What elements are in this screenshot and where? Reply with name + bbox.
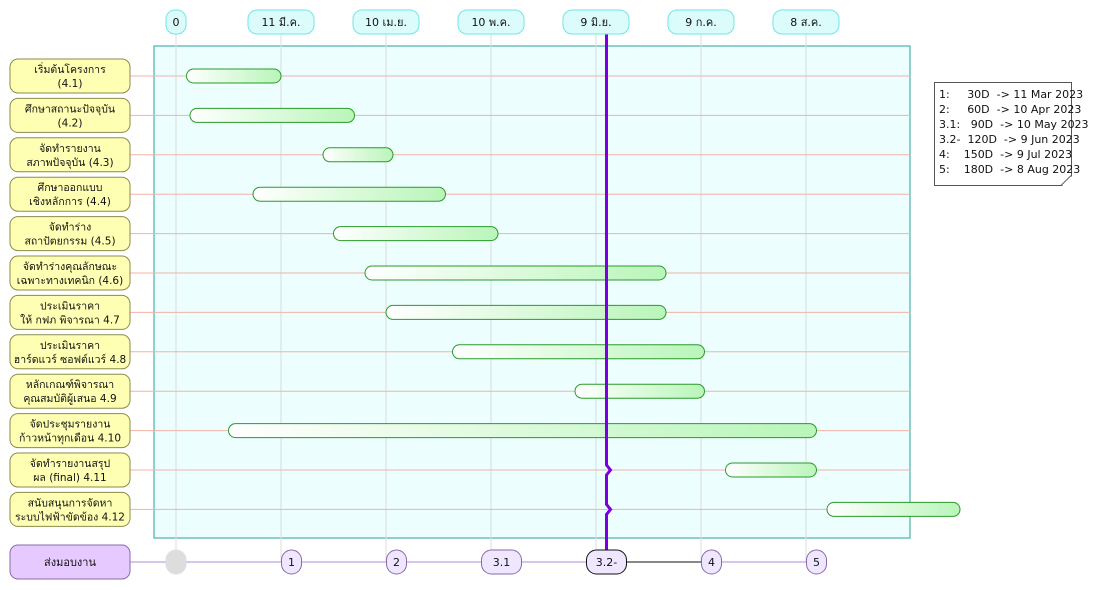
task-bar xyxy=(186,68,282,84)
task-label-line2: (4.2) xyxy=(58,117,83,129)
task-label-line2: สถาปัตยกรรม (4.5) xyxy=(24,236,115,248)
deliverables-label: ส่งมอบงาน xyxy=(44,556,96,569)
task-label-line1: จัดทำร่างคุณลักษณะ xyxy=(23,261,117,273)
task-box xyxy=(9,255,131,291)
milestone-label: 3.2- xyxy=(596,556,617,569)
milestone-pill xyxy=(165,549,187,575)
date-tick-pill xyxy=(247,9,315,35)
date-tick-pill xyxy=(667,9,735,35)
task-label-line1: ประเมินราคา xyxy=(40,300,100,312)
deliverables-box xyxy=(9,544,131,580)
legend-fold-corner xyxy=(1062,176,1072,186)
milestone-pill xyxy=(281,549,302,575)
task-label-line1: เริ่มต้นโครงการ xyxy=(34,62,106,76)
milestone-pill xyxy=(806,549,827,575)
date-tick-pill xyxy=(457,9,525,35)
task-box xyxy=(9,216,131,252)
task-bar xyxy=(826,501,961,517)
legend-box: 1: 30D -> 11 Mar 2023 2: 60D -> 10 Apr 2… xyxy=(934,82,1089,186)
task-box xyxy=(9,373,131,409)
milestone-label: 2 xyxy=(393,556,400,569)
legend-entry: 4: 150D -> 9 Jul 2023 xyxy=(939,148,1073,161)
task-bar xyxy=(452,344,705,360)
task-box xyxy=(9,413,131,449)
task-label-line2: ผล (final) 4.11 xyxy=(33,472,106,484)
date-tick-label: 8 ส.ค. xyxy=(790,16,822,29)
task-label-line2: ให้ กฟภ พิจารณา 4.7 xyxy=(20,313,120,326)
task-label-line1: หลักเกณฑ์พิจารณา xyxy=(26,378,114,391)
task-label-line1: ประเมินราคา xyxy=(40,340,100,352)
task-box xyxy=(9,176,131,212)
milestone-label: 5 xyxy=(813,556,820,569)
legend-entry: 3.1: 90D -> 10 May 2023 xyxy=(939,118,1089,131)
task-label-line1: จัดประชุมรายงาน xyxy=(30,419,111,431)
task-label-line2: ก้าวหน้าทุกเดือน 4.10 xyxy=(19,432,121,445)
date-tick-label: 0 xyxy=(173,16,180,29)
task-label-line2: เชิงหลักการ (4.4) xyxy=(29,196,111,208)
milestone-label: 1 xyxy=(288,556,295,569)
date-tick-label: 9 ก.ค. xyxy=(685,16,717,29)
task-label-line1: จัดทำรายงานสรุป xyxy=(30,458,111,470)
task-bar xyxy=(252,186,446,202)
task-label-line1: สนับสนุนการจัดหา xyxy=(28,497,113,509)
legend-entry: 3.2- 120D -> 9 Jun 2023 xyxy=(939,133,1080,146)
task-label-line1: จัดทำร่าง xyxy=(49,222,91,234)
date-tick-pill xyxy=(562,9,630,35)
task-bar xyxy=(189,107,355,123)
task-box xyxy=(9,137,131,173)
date-tick-pill xyxy=(165,9,187,35)
milestone-pill xyxy=(386,549,407,575)
milestone-pill xyxy=(481,549,522,575)
task-label-line2: ระบบไฟฟ้าขัดข้อง 4.12 xyxy=(15,510,125,523)
task-label-line1: จัดทำรายงาน xyxy=(39,143,101,155)
task-label-line1: ศึกษาสถานะปัจจุบัน xyxy=(25,103,115,115)
date-tick-label: 10 พ.ค. xyxy=(471,16,510,29)
legend-entry: 2: 60D -> 10 Apr 2023 xyxy=(939,103,1082,116)
milestone-label: 3.1 xyxy=(493,556,511,569)
task-box xyxy=(9,97,131,133)
task-label-line2: ฮาร์ดแวร์ ซอฟต์แวร์ 4.8 xyxy=(14,353,126,366)
task-bar xyxy=(364,265,667,281)
task-box xyxy=(9,334,131,370)
task-label-line2: (4.1) xyxy=(58,78,83,90)
task-bar xyxy=(333,226,499,242)
task-label-line2: เฉพาะทางเทคนิก (4.6) xyxy=(17,275,123,287)
task-label-line1: ศึกษาออกแบบ xyxy=(38,182,103,194)
date-tick-pill xyxy=(352,9,420,35)
task-bar xyxy=(574,383,705,399)
task-box xyxy=(9,58,131,94)
task-bar xyxy=(228,423,817,439)
milestone-pill xyxy=(586,549,627,575)
task-box xyxy=(9,491,131,527)
task-box xyxy=(9,294,131,330)
task-bar xyxy=(385,304,667,320)
plot-area xyxy=(153,45,911,539)
task-bar xyxy=(725,462,817,478)
task-label-line2: สภาพปัจจุบัน (4.3) xyxy=(26,157,113,169)
task-label-line2: คุณสมบัติผู้เสนอ 4.9 xyxy=(23,393,116,405)
legend-entry: 1: 30D -> 11 Mar 2023 xyxy=(939,88,1084,101)
date-tick-label: 9 มิ.ย. xyxy=(580,16,611,29)
milestone-label: 4 xyxy=(708,556,715,569)
task-box xyxy=(9,452,131,488)
date-tick-pill xyxy=(772,9,840,35)
task-bar xyxy=(322,147,394,163)
milestone-pill xyxy=(701,549,722,575)
today-line xyxy=(605,34,613,550)
legend-entry: 5: 180D -> 8 Aug 2023 xyxy=(939,163,1081,176)
date-tick-label: 11 มี.ค. xyxy=(261,16,300,29)
date-tick-label: 10 เม.ย. xyxy=(365,16,407,29)
